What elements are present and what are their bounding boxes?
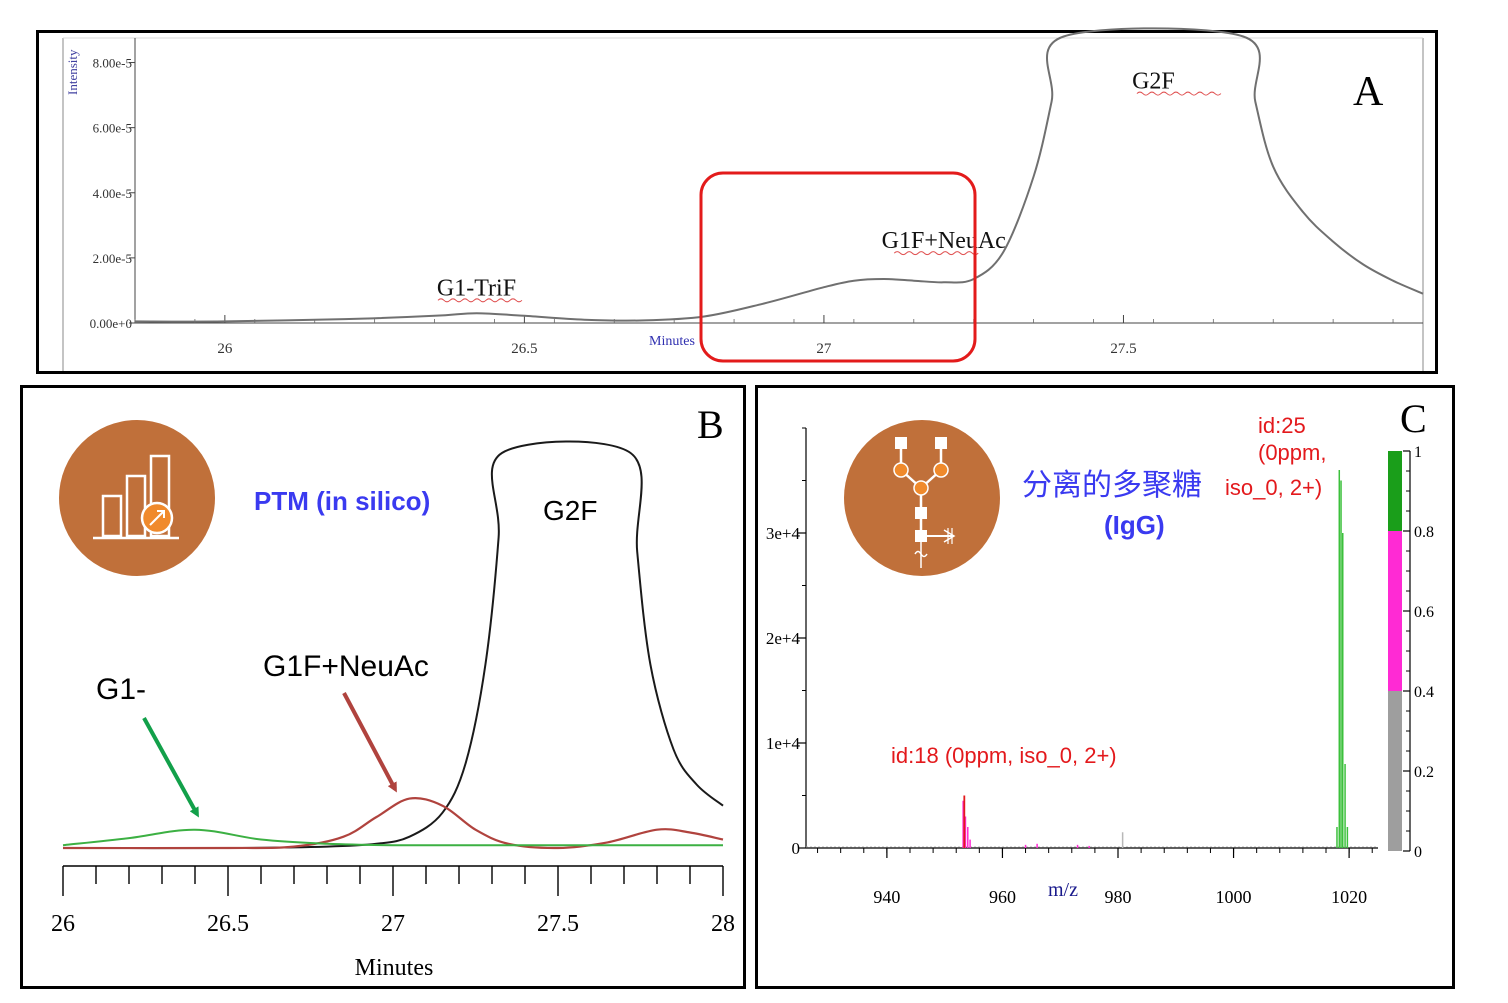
chart-growth-icon <box>59 420 215 576</box>
panel-b-series-red <box>62 797 724 850</box>
panel-c-letter: C <box>1400 396 1427 441</box>
panel-c-y-tick-label: 2e+4 <box>766 629 801 648</box>
panel-c-x-tick-label: 1000 <box>1216 887 1252 907</box>
panel-b-g1f-label: G1F+NeuAc <box>263 650 429 683</box>
panel-b: B PTM (in silico) G2F G1F+NeuAc G1- <box>20 385 746 989</box>
panel-c-colorbar-label: 0.6 <box>1414 604 1434 621</box>
panel-b-x-tick-label: 26 <box>51 911 75 937</box>
panel-b-ptm-label: PTM (in silico) <box>254 486 430 516</box>
panel-a-letter: A <box>1353 69 1384 115</box>
panel-b-g1-label: G1- <box>96 673 146 706</box>
panel-c-colorbar-segment <box>1388 451 1402 531</box>
panel-a-highlight-box <box>699 171 977 363</box>
panel-c-id18-label: id:18 (0ppm, iso_0, 2+) <box>891 743 1117 768</box>
panel-a-x-tick-label: 27 <box>816 341 832 357</box>
panel-c-id25-line1: id:25 <box>1258 413 1306 438</box>
panel-c-title-igg: (IgG) <box>1104 510 1165 540</box>
panel-a-series-line <box>134 27 1424 323</box>
panel-c-y-tick-label: 1e+4 <box>766 734 801 753</box>
panel-a-x-tick-label: 26 <box>217 341 233 357</box>
panel-b-x-tick-label: 27.5 <box>537 911 579 937</box>
panel-a-annotation: G2F <box>1132 69 1175 95</box>
panel-c-y-tick-label: 0 <box>792 839 801 858</box>
panel-a-xlabel: Minutes <box>649 334 695 349</box>
panel-a-annotation-underline <box>1136 91 1222 96</box>
panel-c-x-tick-label: 940 <box>873 887 900 907</box>
panel-b-x-tick-label: 28 <box>711 911 735 937</box>
panel-c-x-tick-label: 980 <box>1105 887 1132 907</box>
panel-c-title-cn: 分离的多聚糖 <box>1022 469 1202 502</box>
panel-a-y-tick-label: 6.00e-5 <box>93 121 132 136</box>
panel-b-g2f-label: G2F <box>543 495 597 526</box>
panel-c-id25-line2: (0ppm, <box>1258 440 1326 465</box>
panel-c-colorbar-segment <box>1388 531 1402 691</box>
panel-b-chart: B PTM (in silico) G2F G1F+NeuAc G1- <box>51 402 735 981</box>
panel-c-colorbar-label: 0.2 <box>1414 764 1434 781</box>
panel-a-chart: Intensity Minutes A 26 26.5 27 27.5 0.00e+0 2… <box>62 27 1424 371</box>
panel-c-x-tick-label: 1020 <box>1331 887 1367 907</box>
panel-b-series-green <box>62 828 723 847</box>
panel-b-xlabel: Minutes <box>355 955 434 981</box>
panel-a-x-tick-label: 26.5 <box>511 341 537 357</box>
glycan-structure-icon <box>844 420 1000 576</box>
panel-c-colorbar-label: 0.8 <box>1414 524 1434 541</box>
panel-c-colorbar-label: 0.4 <box>1414 684 1434 701</box>
panel-a-annotation: G1F+NeuAc <box>882 228 1006 254</box>
panel-a-y-tick-label: 0.00e+0 <box>90 316 132 331</box>
panel-c-x-tick-label: 960 <box>989 887 1016 907</box>
panel-b-x-tick-label: 26.5 <box>207 911 249 937</box>
panel-c-y-tick-label: 3e+4 <box>766 524 801 543</box>
panel-c: C 分离的多聚糖 (IgG) id:25 (0ppm, iso_0, 2+ <box>755 385 1455 989</box>
panel-a-ylabel: Intensity <box>65 49 80 95</box>
panel-b-x-tick-label: 27 <box>381 911 405 937</box>
panel-b-green-arrow <box>142 717 199 818</box>
panel-c-xlabel: m/z <box>1048 879 1078 901</box>
panel-b-letter: B <box>697 402 724 447</box>
panel-a-annotation: G1-TriF <box>437 275 516 301</box>
panel-a-y-tick-label: 2.00e-5 <box>93 251 132 266</box>
panel-b-red-arrow <box>342 692 397 793</box>
panel-b-series-black <box>62 440 724 850</box>
panel-c-colorbar-segment <box>1388 691 1402 851</box>
panel-a-y-tick-label: 4.00e-5 <box>93 186 132 201</box>
panel-c-colorbar-label: 1 <box>1414 444 1422 461</box>
panel-c-colorbar-label: 0 <box>1414 844 1422 861</box>
panel-a-annotation-underline <box>893 251 979 256</box>
panel-c-chart: C 分离的多聚糖 (IgG) id:25 (0ppm, iso_0, 2+ <box>766 396 1434 907</box>
panel-a-x-tick-label: 27.5 <box>1110 341 1136 357</box>
panel-a: Intensity Minutes A 26 26.5 27 27.5 0.00e+0 2… <box>36 27 1438 374</box>
panel-a-y-tick-label: 8.00e-5 <box>93 56 132 71</box>
panel-a-annotation-underline <box>437 298 523 303</box>
panel-c-id25-line3: iso_0, 2+) <box>1225 475 1322 500</box>
